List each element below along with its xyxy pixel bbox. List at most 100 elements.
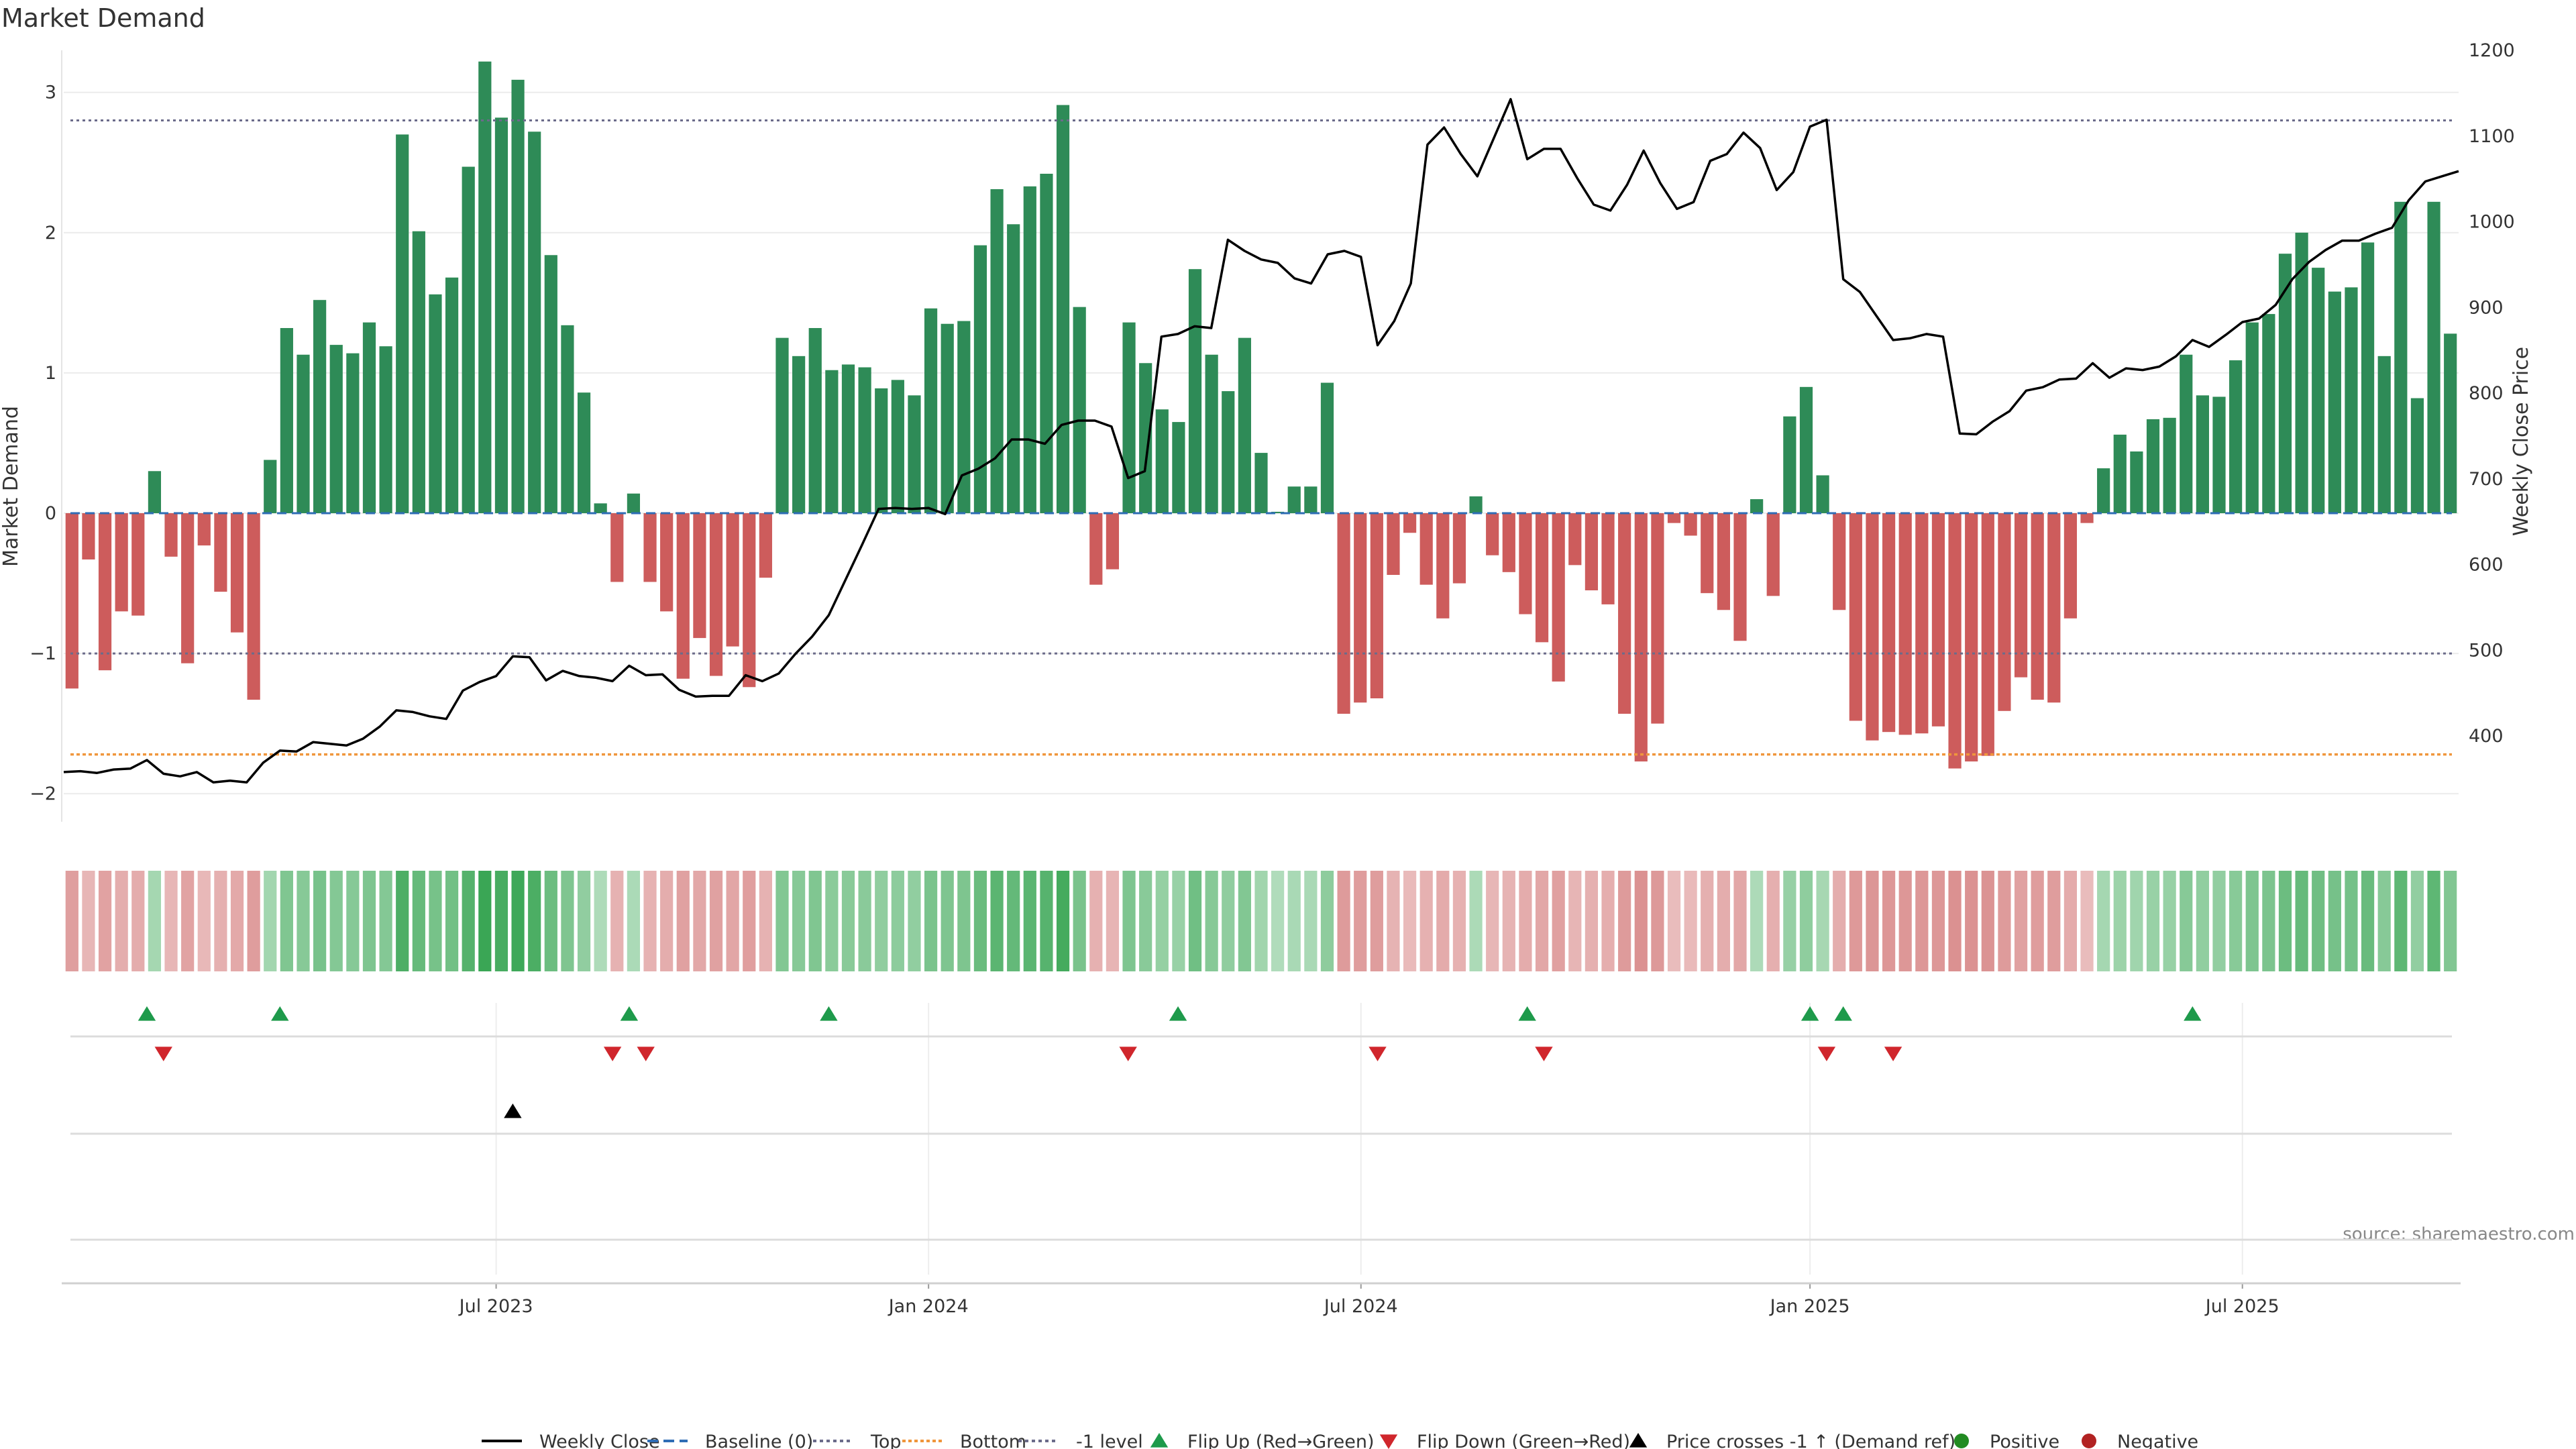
heat-cell-positive	[875, 871, 888, 971]
demand-bar-negative	[164, 513, 178, 557]
heat-cell-negative	[1931, 871, 1945, 971]
y-tick-label-left: 1	[45, 363, 56, 384]
flip-up-marker	[271, 1006, 289, 1021]
demand-bar-positive	[396, 134, 409, 514]
demand-bar-negative	[197, 513, 211, 546]
legend: Weekly Close Baseline (0) Top Bottom -1 leve…	[482, 1432, 2198, 1449]
demand-bar-positive	[858, 367, 871, 513]
demand-bar-positive	[2394, 201, 2408, 513]
demand-bar-positive	[1023, 186, 1036, 513]
heat-cell-positive	[1271, 871, 1285, 971]
demand-bar-positive	[2180, 354, 2193, 513]
demand-bar-positive	[2097, 468, 2110, 513]
demand-bar-positive	[2229, 360, 2243, 513]
heat-cell-negative	[1866, 871, 1879, 971]
price-series	[63, 98, 2459, 784]
legend-item-weekly-close: Weekly Close	[482, 1432, 660, 1449]
demand-bar-positive	[1799, 386, 1813, 513]
heat-cell-negative	[1965, 871, 1978, 971]
demand-bar-negative	[131, 513, 145, 616]
heat-cell-negative	[1684, 871, 1697, 971]
heat-cell-positive	[1816, 871, 1829, 971]
heat-cell-negative	[1981, 871, 1994, 971]
heat-cell-negative	[676, 871, 690, 971]
heat-cell-positive	[329, 871, 343, 971]
heat-cell-negative	[1337, 871, 1350, 971]
heat-cell-positive	[1320, 871, 1334, 971]
heat-cell-negative	[98, 871, 112, 971]
y-axis-left-label: Market Demand	[0, 406, 23, 567]
flip-down-legend-swatch	[1379, 1434, 1398, 1449]
heat-cell-positive	[297, 871, 310, 971]
heat-cell-positive	[1469, 871, 1483, 971]
heat-cell-positive	[2427, 871, 2440, 971]
demand-bar-negative	[1387, 513, 1400, 575]
heat-cell-negative	[2031, 871, 2044, 971]
heat-cell-positive	[544, 871, 557, 971]
heat-cell-positive	[2394, 871, 2408, 971]
heat-cell-negative	[759, 871, 772, 971]
heat-cell-negative	[643, 871, 657, 971]
demand-bar-negative	[1667, 513, 1681, 523]
price-cross-marker	[504, 1104, 522, 1118]
demand-bar-positive	[1304, 486, 1318, 513]
demand-bar-positive	[2146, 419, 2160, 513]
demand-bar-negative	[1568, 513, 1582, 566]
signal-panels	[70, 1035, 2452, 1241]
demand-bar-negative	[1354, 513, 1367, 703]
legend-label: Price crosses -1 ↑ (Demand ref)	[1666, 1432, 1955, 1449]
demand-bar-negative	[726, 513, 739, 647]
demand-bar-negative	[2014, 513, 2028, 678]
demand-bar-positive	[1816, 475, 1829, 513]
heat-cell-negative	[1519, 871, 1532, 971]
heat-cell-negative	[1419, 871, 1433, 971]
demand-bar-positive	[973, 245, 987, 513]
heat-cell-negative	[1486, 871, 1499, 971]
demand-bar-positive	[1040, 174, 1053, 513]
flip-down-marker	[637, 1046, 655, 1061]
heat-cell-negative	[230, 871, 244, 971]
y-tick-label-left: −1	[30, 643, 56, 664]
heat-cell-negative	[1717, 871, 1730, 971]
heat-cell-negative	[660, 871, 674, 971]
heat-cell-positive	[2345, 871, 2358, 971]
demand-bar-negative	[709, 513, 723, 676]
y-tick-label-right: 700	[2469, 469, 2504, 490]
heat-cell-positive	[2212, 871, 2226, 971]
heat-cell-negative	[1849, 871, 1862, 971]
heat-cell-positive	[264, 871, 277, 971]
demand-bar-positive	[908, 395, 921, 513]
flip-down-marker	[603, 1046, 622, 1061]
demand-bar-negative	[1452, 513, 1466, 584]
demand-bar-positive	[1238, 337, 1251, 513]
demand-heat-strip	[65, 871, 2457, 971]
heat-cell-positive	[148, 871, 162, 971]
demand-bar-negative	[610, 513, 624, 582]
heat-cell-positive	[561, 871, 574, 971]
heat-cell-positive	[396, 871, 409, 971]
demand-bar-positive	[313, 300, 327, 513]
demand-bar-positive	[148, 471, 162, 513]
demand-bar-positive	[941, 323, 954, 513]
flip-down-marker	[1368, 1046, 1387, 1061]
negative-legend-swatch	[2082, 1434, 2096, 1448]
heat-cell-positive	[2196, 871, 2209, 971]
legend-label: Negative	[2117, 1432, 2198, 1449]
demand-bar-positive	[2345, 287, 2358, 513]
heat-cell-positive	[577, 871, 591, 971]
demand-bars	[65, 61, 2457, 769]
demand-bar-positive	[2328, 291, 2341, 513]
heat-cell-positive	[594, 871, 607, 971]
y-tick-label-right: 400	[2469, 726, 2504, 747]
legend-label: Positive	[1990, 1432, 2059, 1449]
heat-cell-negative	[2047, 871, 2061, 971]
demand-bar-positive	[1073, 307, 1086, 513]
demand-bar-positive	[775, 337, 789, 513]
demand-bar-positive	[1139, 363, 1152, 513]
heat-cell-positive	[858, 871, 871, 971]
demand-bar-negative	[2031, 513, 2044, 700]
demand-bar-positive	[2295, 232, 2308, 513]
heat-cell-negative	[2014, 871, 2028, 971]
heat-cell-negative	[1766, 871, 1780, 971]
